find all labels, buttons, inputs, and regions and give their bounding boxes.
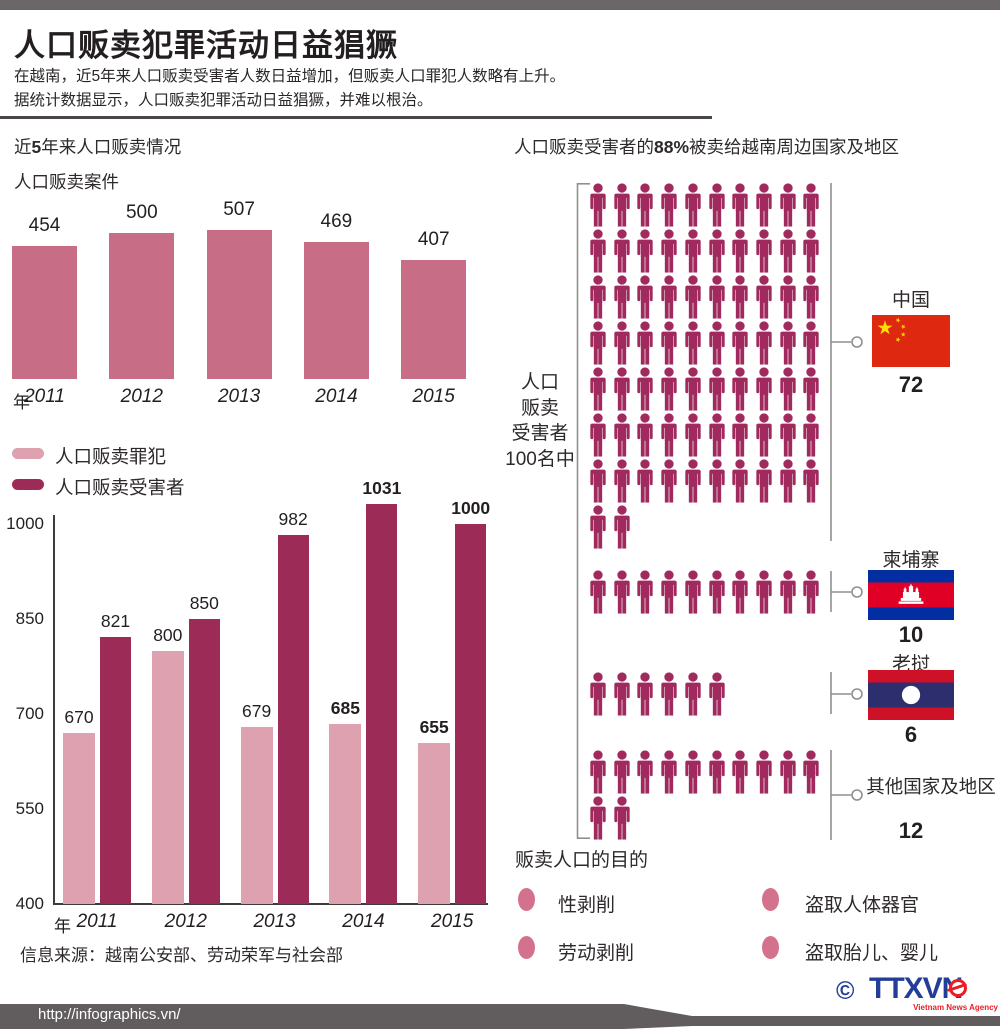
y-axis-line bbox=[53, 515, 55, 904]
others-label: 其他国家及地区 bbox=[866, 776, 996, 797]
left-section-title: 近5年来人口贩卖情况 bbox=[14, 137, 182, 157]
purpose-organ-theft: 盗取人体器官 bbox=[805, 895, 920, 916]
cases-value-label: 500 bbox=[125, 201, 158, 223]
people-bar-人口贩卖受害者-2014 bbox=[366, 504, 398, 904]
source-note: 信息来源：越南公安部、劳动荣军与社会部 bbox=[20, 946, 343, 965]
laos-label: 老挝 bbox=[891, 654, 930, 675]
cambodia-label: 柬埔寨 bbox=[882, 550, 940, 571]
y-tick-850: 850 bbox=[15, 609, 44, 628]
cases-value-label: 454 bbox=[28, 214, 61, 236]
cases-year-label: 2012 bbox=[120, 386, 163, 407]
legend-swatch-criminals bbox=[12, 448, 44, 459]
laos-flag-icon bbox=[868, 670, 954, 720]
legend-swatch-victims bbox=[12, 479, 44, 490]
people-year-label: 2011 bbox=[76, 911, 118, 932]
people-year-label: 2013 bbox=[253, 911, 296, 932]
cases-bar-2015 bbox=[401, 259, 467, 379]
cases-year-label: 2013 bbox=[217, 386, 261, 407]
cases-year-label: 2015 bbox=[412, 386, 455, 407]
china-label: 中国 bbox=[891, 290, 930, 311]
people-value-label: 1031 bbox=[362, 478, 402, 499]
people-bar-人口贩卖罪犯-2015 bbox=[418, 742, 451, 904]
legend-label-criminals: 人口贩卖罪犯 bbox=[55, 446, 167, 467]
cases-value-label: 469 bbox=[320, 210, 353, 232]
people-value-label: 685 bbox=[330, 697, 360, 718]
cases-bar-2011 bbox=[12, 245, 77, 379]
y-tick-550: 550 bbox=[15, 799, 44, 818]
cases-bar-2014 bbox=[303, 241, 369, 379]
people-bar-人口贩卖罪犯-2013 bbox=[240, 727, 273, 904]
others-count: 12 bbox=[898, 818, 924, 843]
cases-bar-2013 bbox=[206, 230, 272, 379]
people-value-label: 800 bbox=[153, 624, 183, 645]
people-bar-人口贩卖受害者-2015 bbox=[455, 524, 487, 904]
people-bar-人口贩卖受害者-2011 bbox=[100, 637, 131, 904]
people-bar-人口贩卖罪犯-2011 bbox=[63, 733, 95, 904]
people-value-label: 850 bbox=[189, 593, 219, 613]
people-xaxis-unit: 年 bbox=[54, 917, 71, 936]
people-value-label: 670 bbox=[64, 707, 94, 727]
cases-year-label: 2014 bbox=[315, 386, 358, 407]
people-value-label: 821 bbox=[100, 611, 131, 632]
purpose-sexual-exploitation: 性剥削 bbox=[558, 895, 616, 916]
x-axis-line bbox=[53, 903, 488, 905]
header-divider bbox=[0, 116, 712, 119]
people-bar-人口贩卖受害者-2012 bbox=[188, 619, 220, 904]
people-value-label: 982 bbox=[278, 509, 308, 530]
purpose-labor-exploitation: 劳动剥削 bbox=[558, 943, 635, 964]
people-value-label: 655 bbox=[419, 716, 449, 737]
bullet-icon bbox=[518, 936, 535, 959]
china-flag-icon bbox=[872, 315, 950, 367]
cambodia-count: 10 bbox=[898, 622, 924, 647]
cases-year-label: 2011 bbox=[24, 386, 65, 407]
page-title: 人口贩卖犯罪活动日益猖獗 bbox=[14, 28, 398, 63]
pictogram-unit-label: 人口 贩卖 受害者 100名中 bbox=[505, 372, 575, 470]
subtitle-line-2: 据统计数据显示，人口贩卖犯罪活动日益猖獗，并难以根治。 bbox=[14, 92, 433, 109]
purpose-infant-theft: 盗取胎儿、婴儿 bbox=[805, 943, 939, 964]
cases-xaxis-unit: 年 bbox=[13, 393, 30, 412]
y-tick-1000: 1000 bbox=[6, 514, 44, 534]
cases-chart-title: 人口贩卖案件 bbox=[14, 172, 119, 192]
people-year-label: 2015 bbox=[431, 911, 474, 932]
people-value-label: 679 bbox=[241, 701, 272, 722]
purposes-header: 贩卖人口的目的 bbox=[515, 850, 649, 871]
subtitle-line-1: 在越南，近5年来人口贩卖受害者人数日益增加，但贩卖人口罪犯人数略有上升。 bbox=[14, 68, 566, 85]
bullet-icon bbox=[762, 936, 779, 959]
cambodia-flag-icon bbox=[868, 570, 954, 620]
people-bar-人口贩卖受害者-2013 bbox=[277, 535, 309, 904]
ttxvn-tagline: Vietnam News Agency bbox=[913, 1003, 998, 1012]
legend-label-victims: 人口贩卖受害者 bbox=[55, 477, 185, 498]
globe-icon bbox=[949, 979, 967, 997]
right-section-title: 人口贩卖受害者的88%被卖给越南周边国家及地区 bbox=[514, 137, 900, 157]
bullet-icon bbox=[762, 888, 779, 911]
y-tick-400: 400 bbox=[15, 894, 44, 913]
cases-value-label: 407 bbox=[417, 228, 450, 250]
people-value-label: 1000 bbox=[451, 498, 491, 519]
y-tick-700: 700 bbox=[15, 704, 44, 723]
china-count: 72 bbox=[898, 372, 924, 397]
people-bar-人口贩卖罪犯-2012 bbox=[151, 650, 184, 904]
top-gray-bar bbox=[0, 0, 1000, 10]
cases-value-label: 507 bbox=[223, 199, 255, 221]
people-bar-人口贩卖罪犯-2014 bbox=[329, 723, 362, 904]
laos-count: 6 bbox=[904, 722, 918, 747]
people-year-label: 2014 bbox=[342, 911, 385, 932]
people-year-label: 2012 bbox=[164, 911, 207, 932]
ttxvn-logo: © TTXVN Vietnam News Agency bbox=[836, 972, 998, 1020]
copyright-icon: © bbox=[836, 977, 855, 1005]
footer-url: http://infographics.vn/ bbox=[38, 1006, 181, 1023]
bullet-icon bbox=[518, 888, 535, 911]
cases-bar-2012 bbox=[109, 232, 175, 379]
